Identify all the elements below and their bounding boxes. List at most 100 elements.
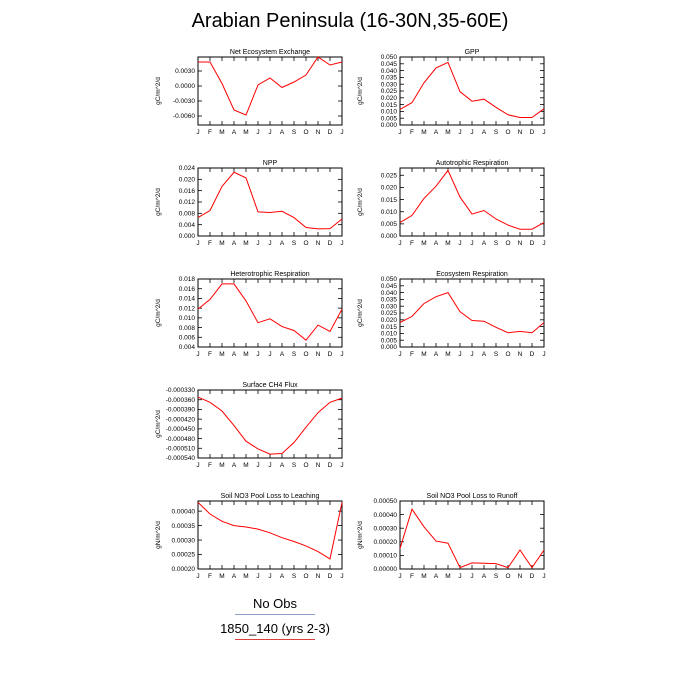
chart-panel: Net Ecosystem Exchange gC/m^2/d 0.0030 0.00… [155, 49, 344, 136]
x-tick-label: J [256, 129, 259, 136]
y-tick-label: 0.035 [381, 297, 398, 304]
x-tick-label: M [445, 240, 450, 247]
x-tick-label: F [208, 351, 212, 358]
x-tick-label: M [445, 129, 450, 136]
page-title: Arabian Peninsula (16-30N,35-60E) [191, 10, 509, 32]
y-tick-label: 0.0030 [175, 68, 195, 75]
y-tick-label: 0.020 [381, 317, 398, 324]
y-tick-label: 0.000 [179, 233, 196, 240]
x-tick-label: O [303, 462, 308, 469]
x-tick-label: O [505, 573, 510, 580]
x-tick-label: A [482, 240, 487, 247]
y-tick-label: 0.00020 [172, 566, 196, 573]
series-line [399, 291, 545, 334]
x-tick-label: D [328, 240, 333, 247]
legend-label-no-obs: No Obs [252, 596, 298, 611]
y-tick-label: 0.025 [381, 88, 398, 95]
chart-panel: Soil NO3 Pool Loss to Runoff gN/m^2/d 0.00… [357, 493, 546, 580]
x-tick-label: J [470, 351, 473, 358]
x-tick-label: S [494, 129, 499, 136]
y-tick-label: 0.045 [381, 283, 398, 290]
plot-frame [197, 500, 343, 570]
x-tick-label: O [303, 351, 308, 358]
y-tick-label: 0.000 [381, 233, 398, 240]
x-tick-label: D [328, 573, 333, 580]
y-axis-label: gC/m^2/d [155, 410, 162, 438]
y-tick-label: 0.00050 [374, 498, 398, 505]
x-tick-label: A [232, 351, 237, 358]
y-tick-label: 0.000 [381, 344, 398, 351]
legend: No Obs 1850_140 (yrs 2-3) [200, 596, 350, 646]
panel-title: Net Ecosystem Exchange [230, 49, 310, 56]
y-tick-label: 0.010 [381, 109, 398, 116]
x-tick-label: J [470, 573, 473, 580]
x-tick-label: F [208, 573, 212, 580]
x-tick-label: D [530, 351, 535, 358]
panel-title: Soil NO3 Pool Loss to Leaching [221, 493, 320, 500]
x-tick-label: S [292, 351, 297, 358]
x-tick-label: J [470, 129, 473, 136]
x-tick-label: F [208, 240, 212, 247]
x-tick-label: A [482, 573, 487, 580]
x-tick-label: J [268, 129, 271, 136]
y-tick-label: 0.012 [179, 305, 196, 312]
x-tick-label: M [421, 129, 426, 136]
y-tick-label: -0.000330 [166, 387, 196, 394]
x-tick-label: J [340, 573, 343, 580]
y-tick-label: 0.00030 [374, 525, 398, 532]
panel-title: Autotrophic Respiration [436, 160, 509, 167]
y-tick-label: -0.0030 [173, 98, 195, 105]
x-tick-label: J [340, 351, 343, 358]
x-tick-label: N [518, 129, 523, 136]
y-tick-label: 0.00000 [374, 566, 398, 573]
y-tick-label: 0.035 [381, 75, 398, 82]
x-tick-label: J [542, 129, 545, 136]
panel-title: Surface CH4 Flux [242, 382, 298, 389]
x-tick-label: N [316, 129, 321, 136]
x-tick-label: F [410, 573, 414, 580]
chart-panel: Heterotrophic Respiration gC/m^2/d 0.018 0.… [155, 271, 344, 358]
y-tick-label: 0.004 [179, 222, 196, 229]
x-tick-label: J [398, 573, 401, 580]
x-tick-label: A [280, 351, 285, 358]
chart-panel: Ecosystem RespirationgC/m^2/d0.0500.0450… [357, 271, 546, 358]
x-tick-label: A [232, 240, 237, 247]
series-line [197, 502, 343, 560]
x-tick-label: N [316, 240, 321, 247]
panel-title: Ecosystem Respiration [436, 271, 508, 278]
x-tick-label: O [303, 129, 308, 136]
x-tick-label: J [398, 129, 401, 136]
x-tick-label: J [256, 240, 259, 247]
y-tick-label: 0.020 [381, 185, 398, 192]
x-tick-label: J [268, 462, 271, 469]
y-tick-label: -0.000480 [166, 436, 196, 443]
y-tick-label: 0.012 [179, 199, 196, 206]
y-tick-label: 0.00040 [172, 508, 196, 515]
y-tick-label: 0.016 [179, 188, 196, 195]
x-tick-label: D [530, 129, 535, 136]
x-tick-label: J [196, 351, 199, 358]
x-tick-label: N [316, 351, 321, 358]
x-tick-label: M [421, 351, 426, 358]
panel-title: GPP [465, 49, 480, 56]
x-tick-label: O [505, 129, 510, 136]
x-tick-label: A [434, 129, 439, 136]
x-tick-label: N [316, 462, 321, 469]
panel-title: NPP [263, 160, 278, 167]
x-tick-label: F [410, 129, 414, 136]
y-tick-label: 0.010 [179, 315, 196, 322]
x-tick-label: M [243, 351, 248, 358]
x-tick-label: O [505, 240, 510, 247]
x-tick-label: A [434, 573, 439, 580]
x-tick-label: J [340, 129, 343, 136]
plot-frame [399, 278, 545, 348]
y-tick-label: 0.005 [381, 115, 398, 122]
x-tick-label: A [280, 462, 285, 469]
y-axis-label: gC/m^2/d [357, 299, 364, 327]
x-tick-label: M [219, 240, 224, 247]
chart-panel: Soil NO3 Pool Loss to Leaching gN/m^2/d 0.… [155, 493, 344, 580]
x-tick-label: S [494, 351, 499, 358]
y-tick-label: 0.025 [381, 310, 398, 317]
x-tick-label: F [410, 240, 414, 247]
